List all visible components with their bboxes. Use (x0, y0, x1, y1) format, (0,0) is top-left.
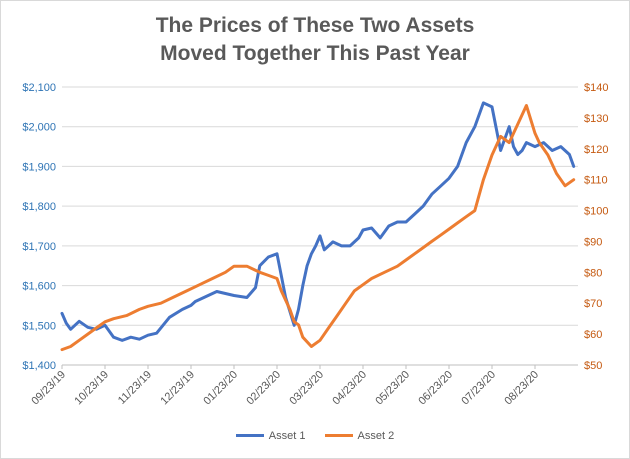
y-left-tick-label: $2,000 (22, 122, 56, 134)
y-right-tick-label: $130 (584, 113, 608, 125)
x-tick-label: 05/23/20 (373, 369, 412, 408)
x-tick-label: 12/23/19 (158, 369, 197, 408)
x-tick-label: 06/23/20 (416, 369, 455, 408)
y-right-tick-label: $120 (584, 144, 608, 156)
x-tick-label: 07/23/20 (459, 369, 498, 408)
series-line-asset-1 (60, 101, 576, 342)
y-right-tick-label: $80 (584, 267, 602, 279)
x-tick-label: 09/23/19 (29, 369, 68, 408)
y-right-tick-label: $110 (584, 175, 608, 187)
x-tick-label: 11/23/19 (116, 369, 154, 407)
legend-swatch-asset-2 (324, 434, 353, 437)
legend-swatch-asset-1 (235, 434, 264, 437)
legend-label-asset-1: Asset 1 (268, 429, 306, 442)
x-tick-label: 02/23/20 (244, 369, 283, 408)
y-left-tick-label: $1,800 (22, 201, 56, 213)
x-tick-label: 01/23/20 (201, 369, 240, 408)
y-right-tick-label: $140 (584, 82, 608, 94)
legend-item-asset-2: Asset 2 (324, 429, 395, 442)
x-tick-label: 03/23/20 (287, 369, 326, 408)
series-line-asset-2 (60, 104, 576, 352)
legend-item-asset-1: Asset 1 (235, 429, 306, 442)
y-left-tick-label: $1,700 (22, 241, 56, 253)
y-right-tick-label: $100 (584, 206, 608, 218)
legend: Asset 1 Asset 2 (0, 428, 630, 442)
y-left-tick-label: $1,400 (22, 360, 56, 372)
y-left-tick-label: $1,500 (22, 320, 56, 332)
x-tick-label: 08/23/20 (502, 369, 541, 408)
chart-title-line-2: Moved Together This Past Year (160, 42, 470, 65)
x-tick-label: 10/23/19 (72, 369, 111, 408)
y-left-tick-label: $1,900 (22, 161, 56, 173)
y-right-tick-label: $70 (584, 298, 602, 310)
y-right-tick-label: $60 (584, 329, 602, 341)
chart-title: The Prices of These Two Assets Moved Tog… (0, 12, 630, 68)
legend-label-asset-2: Asset 2 (357, 429, 395, 442)
x-tick-label: 04/23/20 (330, 369, 369, 408)
chart-title-line-1: The Prices of These Two Assets (155, 14, 475, 37)
y-left-tick-label: $1,600 (22, 281, 56, 293)
y-right-tick-label: $90 (584, 236, 602, 248)
y-left-tick-label: $2,100 (22, 82, 56, 94)
y-right-tick-label: $50 (584, 360, 602, 372)
